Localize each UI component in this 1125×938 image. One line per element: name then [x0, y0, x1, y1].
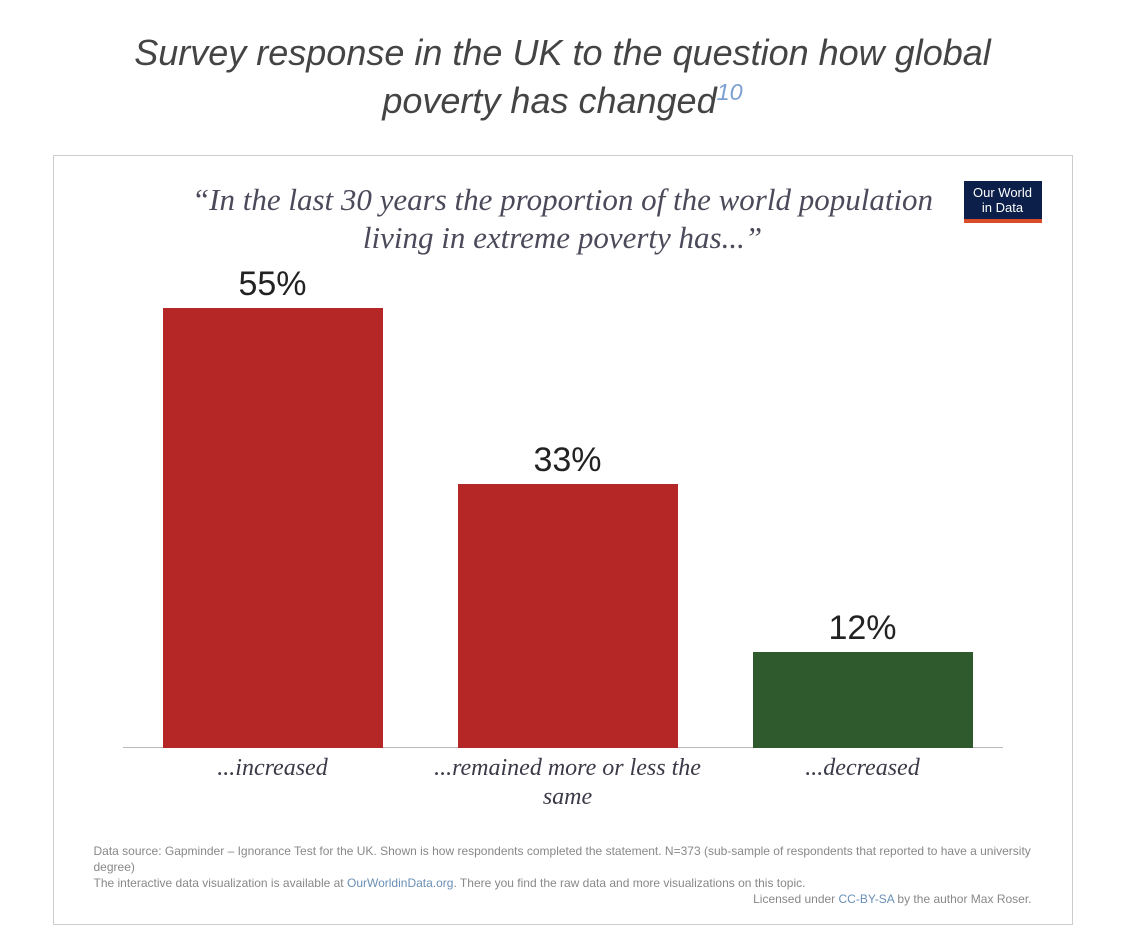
license-text: Licensed under CC-BY-SA by the author Ma… — [753, 891, 1031, 907]
owid-badge: Our World in Data — [964, 181, 1042, 223]
license-link[interactable]: CC-BY-SA — [839, 892, 895, 906]
page-title: Survey response in the UK to the questio… — [113, 30, 1013, 125]
bar-label-2: ...decreased — [723, 754, 1003, 783]
page-title-text: Survey response in the UK to the questio… — [134, 32, 991, 121]
bar-label-0: ...increased — [133, 754, 413, 783]
footer-line2: The interactive data visualization is av… — [94, 875, 1032, 891]
bar-label-1: ...remained more or less the same — [428, 754, 708, 812]
bar-1 — [458, 484, 678, 748]
bar-value-0: 55% — [163, 265, 383, 304]
bar-2 — [753, 652, 973, 748]
bar-0 — [163, 308, 383, 748]
chart-footer: Data source: Gapminder – Ignorance Test … — [94, 843, 1032, 908]
footnote-ref[interactable]: 10 — [717, 79, 743, 105]
chart-question: “In the last 30 years the proportion of … — [173, 181, 953, 259]
bar-value-2: 12% — [753, 609, 973, 648]
badge-line2: in Data — [964, 201, 1042, 216]
badge-line1: Our World — [964, 186, 1042, 201]
bar-value-1: 33% — [458, 441, 678, 480]
footer-line1: Data source: Gapminder – Ignorance Test … — [94, 843, 1032, 875]
owid-link[interactable]: OurWorldinData.org — [347, 876, 454, 890]
chart-frame: Our World in Data “In the last 30 years … — [53, 155, 1073, 925]
bars-area: 55%...increased33%...remained more or le… — [123, 268, 1003, 808]
